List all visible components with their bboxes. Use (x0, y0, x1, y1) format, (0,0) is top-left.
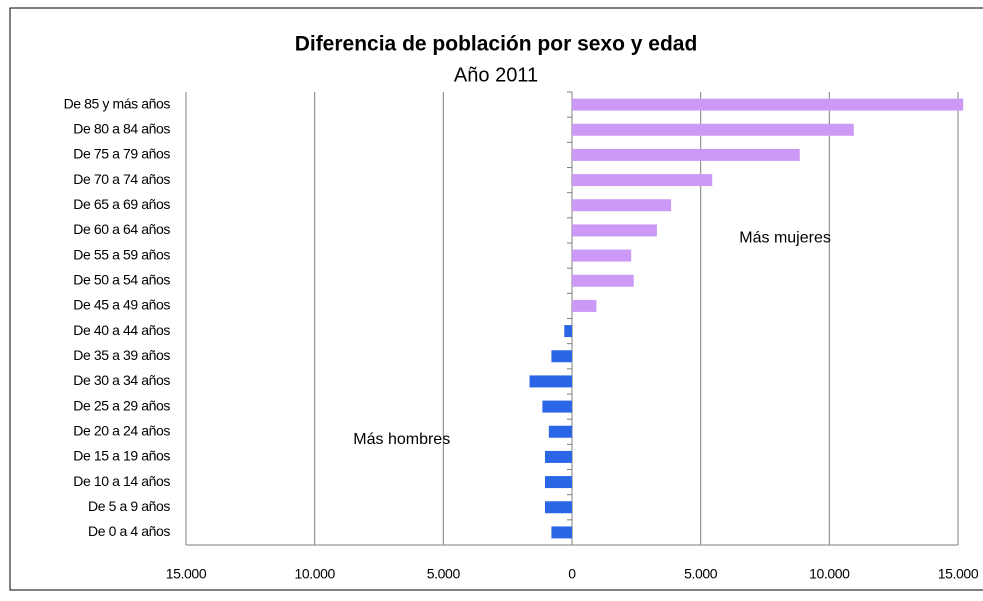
bar (572, 148, 800, 161)
y-tick-label: De 45 a 49 años (73, 297, 170, 313)
y-tick-label: De 35 a 39 años (73, 347, 170, 363)
annotation: Más hombres (353, 431, 450, 448)
y-tick-label: De 25 a 29 años (73, 397, 170, 413)
chart-title: Diferencia de población por sexo y edad (295, 33, 698, 56)
bar (572, 174, 713, 187)
bar (544, 450, 572, 463)
bar (572, 98, 964, 111)
annotation: Más mujeres (739, 230, 831, 247)
x-tick-label: 15.000 (938, 566, 979, 582)
bar (572, 123, 854, 136)
y-tick-label: De 0 a 4 años (88, 523, 170, 539)
y-tick-label: De 60 a 64 años (73, 221, 170, 237)
y-tick-label: De 40 a 44 años (73, 322, 170, 338)
x-tick-label: 5.000 (427, 566, 461, 582)
y-tick-label: De 50 a 54 años (73, 271, 170, 287)
chart-subtitle: Año 2011 (454, 64, 538, 86)
bar (572, 299, 597, 312)
x-tick-label: 10.000 (809, 566, 850, 582)
x-tick-label: 15.000 (166, 566, 207, 582)
y-tick-label: De 30 a 34 años (73, 372, 170, 388)
bar (542, 400, 572, 413)
bar (548, 425, 572, 438)
y-tick-label: De 15 a 19 años (73, 448, 170, 464)
y-tick-label: De 5 a 9 años (88, 498, 170, 514)
bar (544, 476, 572, 489)
y-tick-label: De 85 y más años (64, 95, 171, 111)
bar (572, 249, 632, 262)
y-tick-label: De 70 a 74 años (73, 171, 170, 187)
y-tick-label: De 65 a 69 años (73, 196, 170, 212)
bar (572, 224, 657, 237)
bar (572, 199, 672, 212)
y-tick-label: De 55 a 59 años (73, 246, 170, 262)
bar (572, 274, 634, 287)
x-tick-label: 10.000 (294, 566, 335, 582)
bar (544, 501, 572, 514)
y-tick-label: De 80 a 84 años (73, 120, 170, 136)
bar (564, 325, 572, 338)
x-tick-label: 0 (568, 566, 576, 582)
bar (551, 526, 572, 539)
y-tick-label: De 10 a 14 años (73, 473, 170, 489)
y-tick-label: De 20 a 24 años (73, 422, 170, 438)
bar (529, 375, 572, 388)
x-tick-label: 5.000 (684, 566, 718, 582)
bar (551, 350, 572, 363)
y-tick-label: De 75 a 79 años (73, 146, 170, 162)
